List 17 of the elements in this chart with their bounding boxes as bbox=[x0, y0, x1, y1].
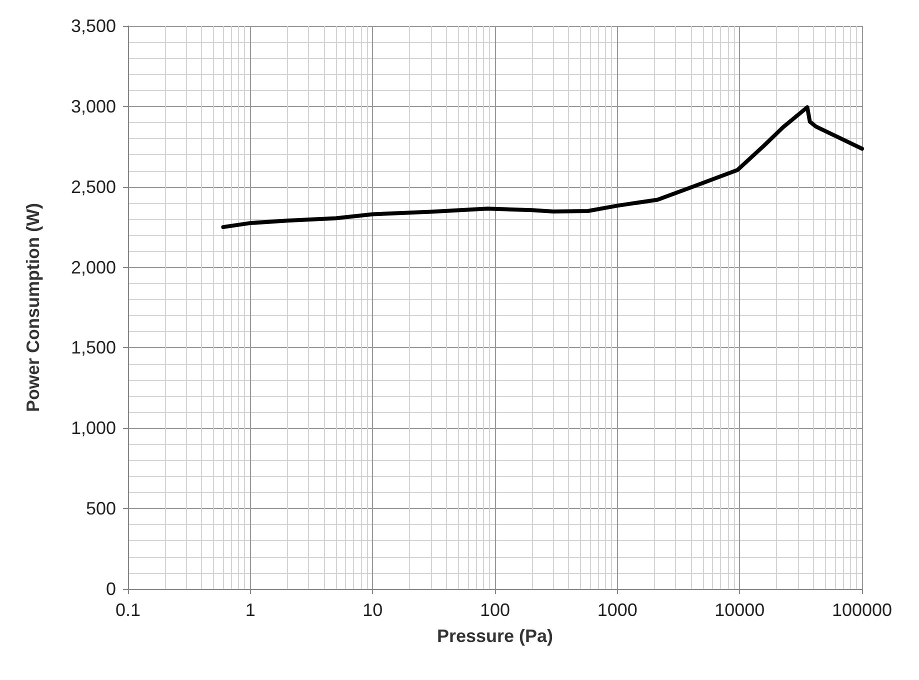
y-tick-label: 500 bbox=[86, 498, 116, 519]
y-tick-label: 3,500 bbox=[70, 16, 116, 36]
x-axis-title: Pressure (Pa) bbox=[436, 626, 554, 646]
x-tick-label: 100 bbox=[480, 600, 510, 620]
x-tick-label: 100000 bbox=[832, 600, 892, 620]
y-tick-label: 0 bbox=[106, 579, 116, 599]
y-tick-label: 1,500 bbox=[70, 338, 116, 358]
y-tick-label: 3,000 bbox=[70, 96, 116, 116]
x-tick-label: 1000 bbox=[597, 600, 638, 620]
x-tick-label: 1 bbox=[245, 600, 256, 620]
y-axis-title: Power Consumption (W) bbox=[23, 203, 43, 412]
x-tick-label: 0.1 bbox=[115, 600, 141, 620]
y-tick-label: 2,000 bbox=[70, 257, 116, 278]
y-tick-label: 2,500 bbox=[70, 176, 116, 197]
y-tick-label: 1,000 bbox=[70, 418, 116, 438]
x-tick-label: 10 bbox=[362, 600, 383, 620]
x-tick-label: 10000 bbox=[714, 600, 765, 620]
